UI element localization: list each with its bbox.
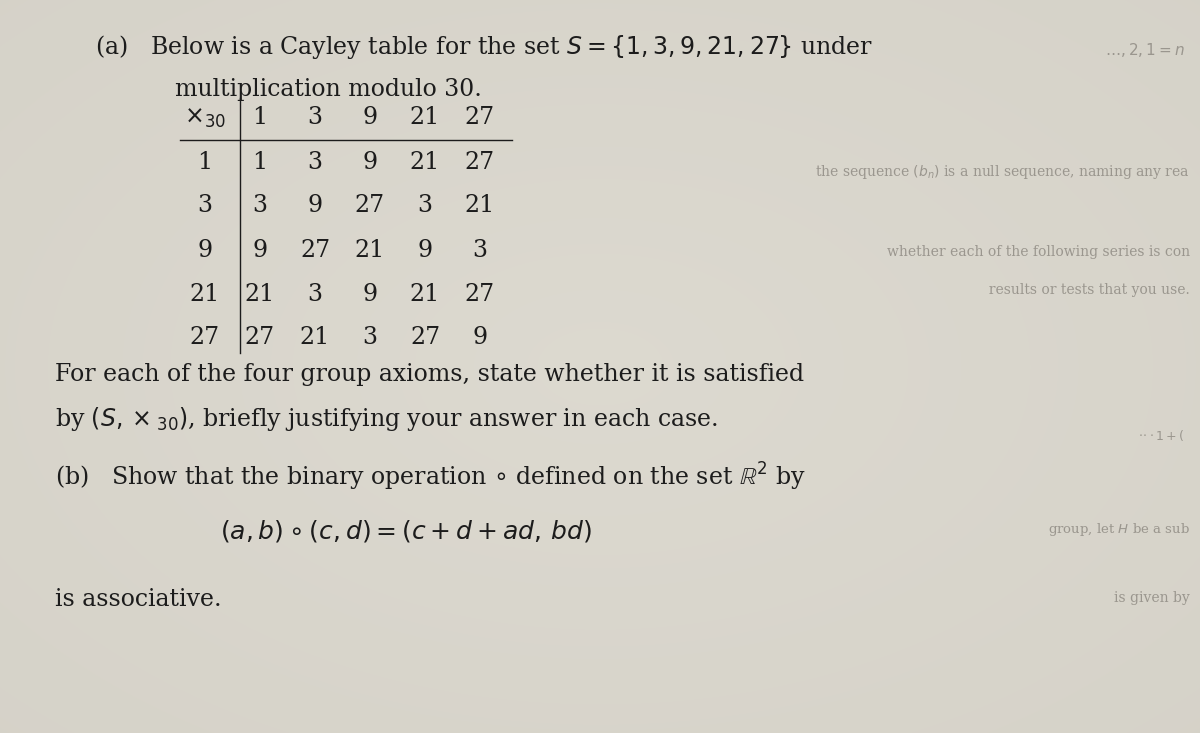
Text: 9: 9 bbox=[362, 282, 378, 306]
Text: 9: 9 bbox=[362, 150, 378, 174]
Text: results or tests that you use.: results or tests that you use. bbox=[980, 283, 1190, 297]
Text: $\ldots, 2, 1 = n\,$: $\ldots, 2, 1 = n\,$ bbox=[1105, 41, 1186, 59]
Text: the sequence $(b_n)$ is a null sequence, naming any rea: the sequence $(b_n)$ is a null sequence,… bbox=[815, 163, 1190, 181]
Text: (a)   Below is a Cayley table for the set $S = \{1, 3, 9, 21, 27\}$ under: (a) Below is a Cayley table for the set … bbox=[95, 33, 874, 61]
Text: 27: 27 bbox=[464, 150, 496, 174]
Text: 21: 21 bbox=[245, 282, 275, 306]
Text: 1: 1 bbox=[198, 150, 212, 174]
Text: 27: 27 bbox=[300, 238, 330, 262]
Text: by $(S, \times_{30})$, briefly justifying your answer in each case.: by $(S, \times_{30})$, briefly justifyin… bbox=[55, 405, 718, 433]
Text: 27: 27 bbox=[190, 326, 220, 350]
Text: group, let $H$ be a sub: group, let $H$ be a sub bbox=[1049, 521, 1190, 538]
Text: 9: 9 bbox=[198, 238, 212, 262]
Text: 21: 21 bbox=[355, 238, 385, 262]
Text: 9: 9 bbox=[362, 106, 378, 130]
Text: 9: 9 bbox=[473, 326, 487, 350]
Text: 27: 27 bbox=[464, 282, 496, 306]
Text: is given by: is given by bbox=[1115, 591, 1190, 605]
Text: whether each of the following series is con: whether each of the following series is … bbox=[887, 245, 1190, 259]
Text: 21: 21 bbox=[190, 282, 220, 306]
Text: 3: 3 bbox=[252, 194, 268, 218]
Text: $\cdot\!\cdot\!\cdot 1+(\ $: $\cdot\!\cdot\!\cdot 1+(\ $ bbox=[1138, 428, 1186, 443]
Text: 27: 27 bbox=[410, 326, 440, 350]
Text: 21: 21 bbox=[464, 194, 496, 218]
Text: multiplication modulo 30.: multiplication modulo 30. bbox=[175, 78, 482, 101]
Text: 3: 3 bbox=[307, 150, 323, 174]
Text: 9: 9 bbox=[418, 238, 432, 262]
Text: 27: 27 bbox=[464, 106, 496, 130]
Text: 21: 21 bbox=[410, 282, 440, 306]
Text: 1: 1 bbox=[252, 150, 268, 174]
Text: 1: 1 bbox=[252, 106, 268, 130]
Text: 27: 27 bbox=[245, 326, 275, 350]
Text: 3: 3 bbox=[307, 106, 323, 130]
Text: is associative.: is associative. bbox=[55, 588, 222, 611]
Text: 21: 21 bbox=[410, 150, 440, 174]
Text: 21: 21 bbox=[300, 326, 330, 350]
Text: 3: 3 bbox=[307, 282, 323, 306]
Text: For each of the four group axioms, state whether it is satisfied: For each of the four group axioms, state… bbox=[55, 363, 804, 386]
Text: 9: 9 bbox=[252, 238, 268, 262]
Text: 3: 3 bbox=[473, 238, 487, 262]
Text: 27: 27 bbox=[355, 194, 385, 218]
Text: 21: 21 bbox=[410, 106, 440, 130]
Text: 3: 3 bbox=[362, 326, 378, 350]
Text: $(a, b) \circ (c, d) = (c + d + ad,\, bd)$: $(a, b) \circ (c, d) = (c + d + ad,\, bd… bbox=[220, 518, 592, 544]
Text: 3: 3 bbox=[418, 194, 432, 218]
Text: $\times_{30}$: $\times_{30}$ bbox=[184, 106, 226, 130]
Text: 3: 3 bbox=[198, 194, 212, 218]
Text: (b)   Show that the binary operation $\circ$ defined on the set $\mathbb{R}^2$ b: (b) Show that the binary operation $\cir… bbox=[55, 461, 806, 493]
Text: 9: 9 bbox=[307, 194, 323, 218]
